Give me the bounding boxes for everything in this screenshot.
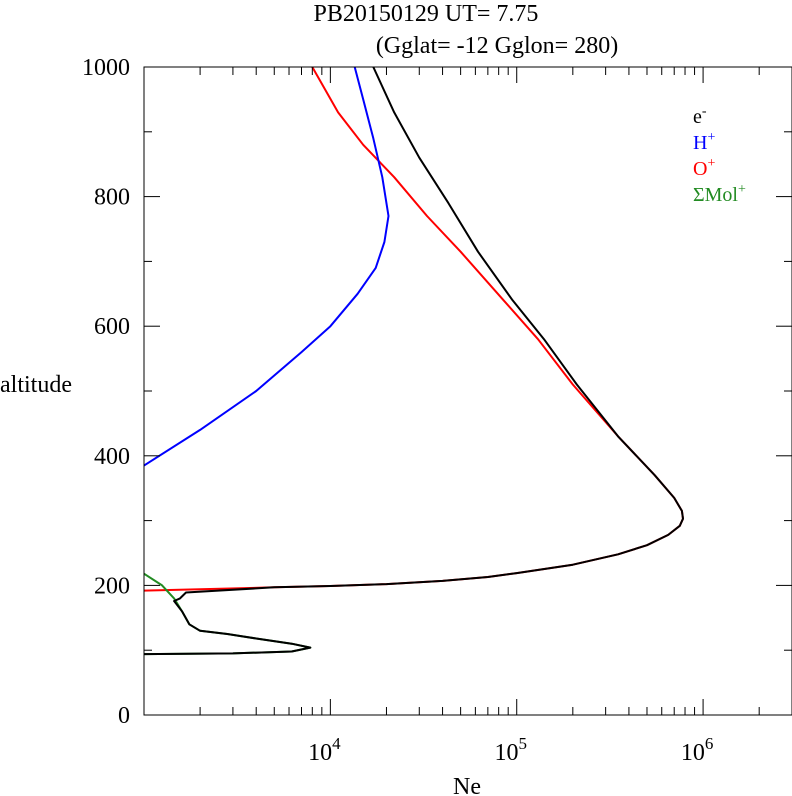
y-tick-label: 800 [94,185,130,211]
tick-labels: 0 200 400 600 800 1000 104 105 106 [82,55,713,766]
legend-item: O+ [693,156,715,180]
legend-item: ΣMol+ [693,182,746,206]
y-axis-label: altitude [0,372,72,398]
y-tick-label: 400 [94,444,130,470]
series-line-1 [144,67,390,467]
x-axis-label: Ne [453,774,481,796]
y-tick-label: 1000 [82,55,130,81]
series-line-3 [144,67,684,656]
legend-item: H+ [693,130,715,154]
x-tick-label: 105 [494,734,527,766]
y-tick-label: 200 [94,573,130,599]
ticks-layer [143,66,792,716]
y-tick-label: 600 [94,314,130,340]
y-tick-label: 0 [118,703,130,729]
legend-item: e- [693,104,707,128]
chart-title: PB20150129 UT= 7.75 [314,1,539,27]
x-tick-label: 106 [681,734,714,766]
legend: e-H+O+ΣMol+ [693,104,746,206]
series-layer [144,67,684,656]
x-tick-label: 104 [308,734,341,766]
chart-subtitle: (Gglat= -12 Gglon= 280) [376,33,618,59]
